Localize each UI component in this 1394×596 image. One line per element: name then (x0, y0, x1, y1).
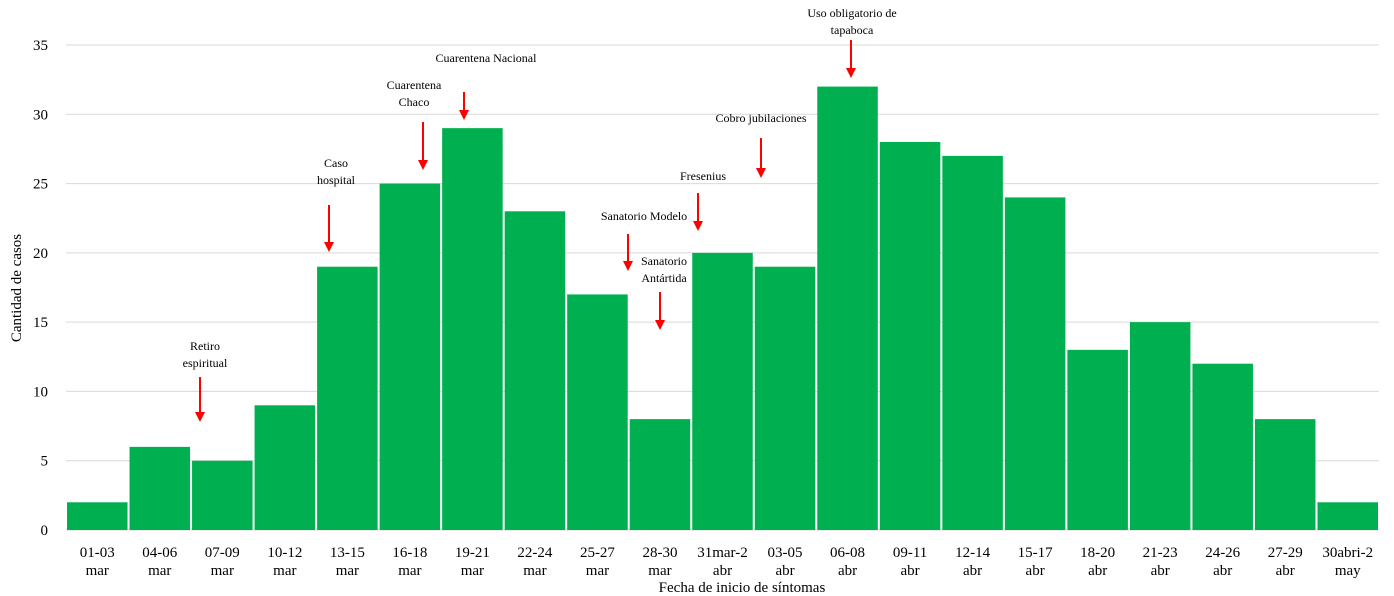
annotation-label: Cobro jubilaciones (716, 111, 807, 125)
annotation-arrow-head (846, 68, 856, 78)
annotation-label: Cuarentena Chaco (387, 78, 442, 109)
bar (192, 460, 253, 530)
x-tick-label: 09-11 abr (893, 545, 927, 579)
annotation-arrow-head (693, 221, 703, 231)
annotation-label: Sanatorio Antártida (641, 254, 687, 285)
x-axis-ticks: 01-03 mar 04-06 mar 07-09 mar 10-12 mar 13-15 mar… (80, 545, 1373, 579)
annotation-arrow-head (195, 412, 205, 422)
bar (1192, 363, 1253, 530)
x-tick-label: 06-08 abr (830, 545, 865, 579)
bar (1004, 197, 1066, 530)
annotation-arrow-head (418, 160, 428, 170)
annotation-arrow-head (324, 242, 334, 252)
x-tick-label: 01-03 mar (80, 545, 115, 579)
x-tick-label: 12-14 abr (955, 545, 990, 579)
x-tick-label: 18-20 abr (1080, 545, 1115, 579)
x-tick-label: 13-15 mar (330, 545, 365, 579)
y-axis-label: Cantidad de casos (9, 234, 25, 342)
y-tick-label: 35 (33, 38, 48, 54)
x-tick-label: 30abri-2 may (1322, 545, 1373, 579)
x-tick-label: 24-26 abr (1205, 545, 1240, 579)
y-tick-label: 20 (33, 246, 48, 262)
bar (129, 446, 191, 530)
bars (67, 86, 1378, 531)
bar (504, 211, 566, 531)
annotation-label: Sanatorio Modelo (601, 209, 687, 223)
annotation-arrow-head (655, 320, 665, 330)
x-tick-label: 19-21 mar (455, 545, 490, 579)
annotation-label: Caso hospital (317, 156, 356, 187)
bar (567, 294, 628, 530)
bar (1129, 322, 1191, 530)
x-tick-label: 04-06 mar (142, 545, 177, 579)
bar (942, 155, 1003, 530)
bar (379, 183, 441, 531)
bar (254, 405, 316, 530)
x-tick-label: 15-17 abr (1018, 545, 1053, 579)
x-tick-label: 22-24 mar (517, 545, 552, 579)
annotation-label: Cuarentena Nacional (436, 51, 538, 65)
x-tick-label: 27-29 abr (1268, 545, 1303, 579)
bar (629, 419, 691, 530)
y-axis-ticks: 0 5 10 15 20 25 30 35 (33, 38, 48, 539)
x-tick-label: 31mar-2 abr (697, 545, 748, 579)
annotation-label: Uso obligatorio de tapaboca (807, 6, 896, 37)
bar (317, 266, 378, 530)
bar (817, 86, 878, 531)
bar (879, 142, 941, 530)
event-annotations: Retiro espiritual Caso hospital Cuarentena Ch… (183, 6, 897, 422)
bar (754, 266, 816, 530)
x-tick-label: 10-12 mar (267, 545, 302, 579)
annotation-label: Retiro espiritual (183, 339, 228, 370)
x-axis-label: Fecha de inicio de síntomas (659, 580, 826, 596)
y-tick-label: 10 (33, 384, 48, 400)
y-tick-label: 25 (33, 177, 48, 193)
bar (692, 252, 753, 530)
y-tick-label: 30 (33, 107, 48, 123)
bar (1317, 502, 1378, 530)
annotation-arrow-head (756, 168, 766, 178)
annotation-label: Fresenius (680, 169, 726, 183)
bar (1254, 419, 1316, 530)
annotation-arrow-head (459, 110, 469, 120)
y-tick-label: 5 (41, 454, 49, 470)
x-tick-label: 25-27 mar (580, 545, 615, 579)
bar (442, 128, 503, 530)
x-tick-label: 21-23 abr (1143, 545, 1178, 579)
y-tick-label: 15 (33, 315, 48, 331)
x-tick-label: 07-09 mar (205, 545, 240, 579)
bar (67, 502, 128, 530)
bar (1067, 349, 1128, 530)
x-tick-label: 03-05 abr (768, 545, 803, 579)
annotation-arrow-head (623, 261, 633, 271)
x-tick-label: 16-18 mar (392, 545, 427, 579)
y-tick-label: 0 (41, 523, 49, 539)
x-tick-label: 28-30 mar (642, 545, 677, 579)
